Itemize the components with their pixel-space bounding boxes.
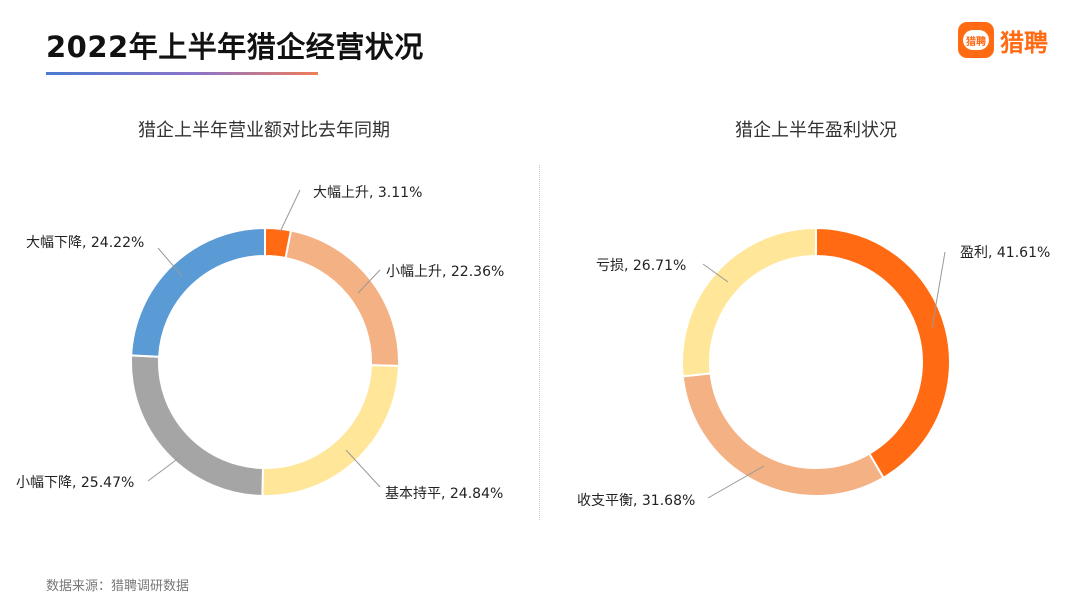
- chart-title-revenue: 猎企上半年营业额对比去年同期: [138, 120, 390, 141]
- leader-line-1-1: [707, 465, 765, 499]
- slice-label-0-3: 小幅下降, 25.47%: [16, 475, 134, 491]
- chart-title-profit: 猎企上半年盈利状况: [735, 120, 897, 141]
- logo: 猎聘 猎聘: [958, 22, 1048, 58]
- donut-slice-0-4: [130, 226, 266, 358]
- chart-divider: [539, 165, 540, 520]
- page-title: 2022年上半年猎企经营状况: [46, 30, 424, 64]
- donut-slice-0-3: [130, 354, 264, 497]
- slice-label-0-4: 大幅下降, 24.22%: [26, 235, 144, 251]
- leader-line-1-0: [931, 251, 946, 329]
- donut-slice-0-2: [261, 364, 400, 497]
- leader-line-0-3: [147, 456, 181, 482]
- logo-badge-text: 猎聘: [963, 30, 989, 50]
- donut-chart-profit: 盈利, 41.61% 收支平衡, 31.68% 亏损, 26.71%: [577, 226, 1050, 509]
- slice-label-1-1: 收支平衡, 31.68%: [577, 493, 695, 509]
- donut-slice-1-2: [681, 226, 817, 378]
- leader-line-0-0: [279, 189, 301, 233]
- donut-slice-1-0: [815, 226, 951, 480]
- logo-badge-icon: 猎聘: [958, 22, 994, 58]
- slice-label-1-0: 盈利, 41.61%: [960, 245, 1050, 261]
- leader-line-0-1: [357, 269, 381, 294]
- donut-slice-0-1: [284, 229, 400, 367]
- slice-label-0-0: 大幅上升, 3.11%: [313, 185, 422, 201]
- donut-slice-1-1: [681, 372, 885, 497]
- title-underline: [46, 72, 318, 75]
- leader-line-0-4: [157, 247, 183, 277]
- leader-line-0-2: [345, 449, 381, 488]
- slice-label-0-2: 基本持平, 24.84%: [385, 485, 503, 502]
- data-source-note: 数据来源：猎聘调研数据: [46, 579, 190, 594]
- leader-line-1-2: [702, 263, 729, 283]
- logo-text: 猎聘: [1000, 28, 1048, 57]
- slice-label-1-2: 亏损, 26.71%: [596, 258, 686, 274]
- donut-chart-revenue: 大幅上升, 3.11% 小幅上升, 22.36% 基本持平, 24.84% 小幅下降,…: [16, 185, 504, 502]
- slice-label-0-1: 小幅上升, 22.36%: [386, 264, 504, 280]
